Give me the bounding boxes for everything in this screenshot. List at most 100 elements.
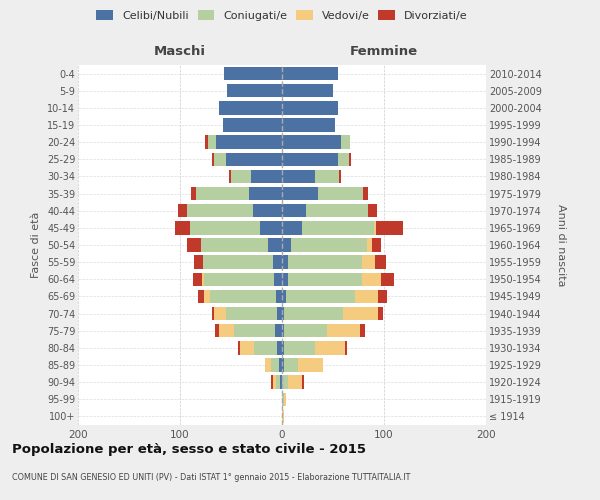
Bar bbox=[282, 238, 291, 252]
Bar bbox=[199, 290, 205, 303]
Bar bbox=[202, 272, 205, 286]
Bar bbox=[203, 256, 273, 269]
Bar bbox=[359, 324, 365, 338]
Bar bbox=[284, 358, 298, 372]
Bar bbox=[282, 272, 288, 286]
Bar bbox=[282, 204, 307, 218]
Bar bbox=[282, 376, 288, 389]
Bar bbox=[277, 307, 282, 320]
Bar bbox=[291, 238, 367, 252]
Bar bbox=[314, 341, 345, 354]
Bar bbox=[273, 376, 276, 389]
Text: COMUNE DI SAN GENESIO ED UNITI (PV) - Dati ISTAT 1° gennaio 2015 - Elaborazione : COMUNE DI SAN GENESIO ED UNITI (PV) - Da… bbox=[12, 472, 410, 482]
Bar bbox=[226, 152, 282, 166]
Bar bbox=[209, 290, 276, 303]
Text: Popolazione per età, sesso e stato civile - 2015: Popolazione per età, sesso e stato civil… bbox=[12, 442, 366, 456]
Bar bbox=[282, 101, 338, 114]
Bar bbox=[282, 152, 338, 166]
Bar bbox=[227, 84, 282, 98]
Bar bbox=[271, 376, 273, 389]
Bar bbox=[215, 324, 219, 338]
Bar bbox=[362, 187, 368, 200]
Bar bbox=[276, 376, 280, 389]
Bar bbox=[178, 204, 187, 218]
Bar bbox=[214, 152, 226, 166]
Bar bbox=[282, 187, 318, 200]
Bar bbox=[298, 358, 323, 372]
Bar bbox=[206, 136, 208, 149]
Y-axis label: Anni di nascita: Anni di nascita bbox=[556, 204, 566, 286]
Bar bbox=[341, 136, 350, 149]
Bar bbox=[175, 221, 190, 234]
Text: Femmine: Femmine bbox=[350, 45, 418, 58]
Bar bbox=[282, 358, 284, 372]
Legend: Celibi/Nubili, Coniugati/e, Vedovi/e, Divorziati/e: Celibi/Nubili, Coniugati/e, Vedovi/e, Di… bbox=[92, 6, 472, 25]
Bar bbox=[282, 67, 338, 80]
Bar bbox=[276, 290, 282, 303]
Bar bbox=[374, 221, 376, 234]
Bar bbox=[288, 256, 362, 269]
Bar bbox=[302, 221, 374, 234]
Bar bbox=[251, 170, 282, 183]
Bar bbox=[205, 272, 274, 286]
Bar bbox=[282, 341, 284, 354]
Bar bbox=[302, 376, 304, 389]
Bar bbox=[288, 272, 362, 286]
Bar bbox=[187, 204, 253, 218]
Bar bbox=[190, 221, 260, 234]
Bar bbox=[378, 307, 383, 320]
Bar bbox=[307, 204, 368, 218]
Bar bbox=[277, 341, 282, 354]
Bar bbox=[205, 290, 209, 303]
Bar bbox=[282, 290, 286, 303]
Bar bbox=[202, 238, 268, 252]
Y-axis label: Fasce di età: Fasce di età bbox=[31, 212, 41, 278]
Bar bbox=[271, 358, 279, 372]
Bar bbox=[238, 341, 240, 354]
Bar bbox=[229, 170, 231, 183]
Bar bbox=[286, 290, 355, 303]
Bar bbox=[260, 221, 282, 234]
Bar bbox=[208, 136, 216, 149]
Bar bbox=[284, 341, 314, 354]
Bar bbox=[282, 118, 335, 132]
Bar bbox=[273, 256, 282, 269]
Bar bbox=[216, 136, 282, 149]
Bar bbox=[318, 187, 362, 200]
Bar bbox=[343, 307, 378, 320]
Bar bbox=[268, 238, 282, 252]
Bar bbox=[284, 307, 343, 320]
Bar bbox=[284, 324, 327, 338]
Bar bbox=[223, 118, 282, 132]
Bar bbox=[231, 170, 251, 183]
Bar bbox=[282, 221, 302, 234]
Bar bbox=[194, 256, 203, 269]
Bar bbox=[339, 170, 341, 183]
Bar bbox=[265, 358, 271, 372]
Bar bbox=[282, 410, 284, 423]
Bar bbox=[254, 341, 277, 354]
Bar bbox=[381, 272, 394, 286]
Bar bbox=[240, 341, 254, 354]
Bar bbox=[282, 136, 341, 149]
Text: Maschi: Maschi bbox=[154, 45, 206, 58]
Bar bbox=[368, 204, 377, 218]
Bar bbox=[282, 256, 288, 269]
Bar bbox=[250, 187, 282, 200]
Bar bbox=[187, 238, 202, 252]
Bar bbox=[338, 152, 349, 166]
Bar bbox=[355, 290, 378, 303]
Bar bbox=[378, 290, 387, 303]
Bar bbox=[219, 324, 234, 338]
Bar bbox=[193, 272, 202, 286]
Bar bbox=[212, 307, 214, 320]
Bar bbox=[288, 376, 302, 389]
Bar bbox=[282, 324, 284, 338]
Bar bbox=[362, 272, 381, 286]
Bar bbox=[349, 152, 352, 166]
Bar bbox=[224, 67, 282, 80]
Bar bbox=[196, 187, 250, 200]
Bar bbox=[327, 324, 359, 338]
Bar bbox=[226, 307, 277, 320]
Bar bbox=[274, 272, 282, 286]
